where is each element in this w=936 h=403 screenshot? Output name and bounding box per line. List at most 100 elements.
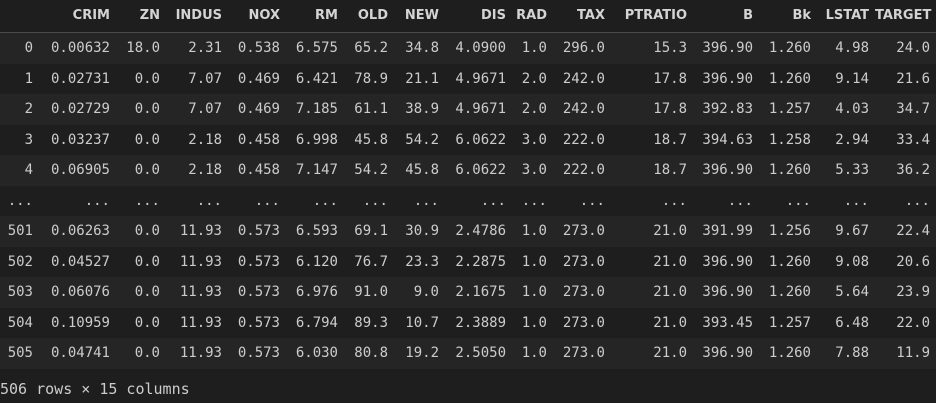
table-cell: 0.573: [237, 253, 280, 270]
table-cell: 11.93: [179, 223, 222, 239]
table-cell: 10.7: [405, 314, 439, 331]
table-cell: 0.0: [134, 162, 160, 178]
table-cell: ...: [134, 192, 160, 209]
table-cell: 0.0: [134, 284, 160, 300]
table-cell: 1.258: [768, 131, 811, 148]
table-cell: 0.458: [237, 162, 280, 178]
table-cell: 0.02729: [50, 101, 110, 117]
table-cell: 21.0: [653, 345, 687, 361]
column-header: CRIM: [72, 8, 110, 23]
column-header: ZN: [139, 8, 160, 23]
table-cell: 2.18: [188, 131, 222, 148]
table-row: 505 0.04741 0.0 11.93 0.573 6.030 80.8 19.2 2.50…: [0, 338, 936, 369]
table-cell: 1.0: [521, 253, 547, 270]
table-cell: ...: [727, 192, 753, 209]
table-cell: 4.03: [835, 101, 869, 117]
table-row: 1 0.02731 0.0 7.07 0.469 6.421 78.9 21.1 4.9671 2…: [0, 63, 936, 94]
row-index: 3: [24, 131, 33, 148]
table-cell: 6.120: [295, 253, 338, 270]
row-index: 2: [24, 101, 33, 117]
table-cell: 22.0: [896, 314, 930, 331]
table-cell: 396.90: [702, 253, 753, 270]
table-cell: 0.06905: [50, 162, 110, 178]
table-cell: 0.573: [237, 345, 280, 361]
table-cell: 61.1: [354, 101, 388, 117]
table-cell: 0.06263: [50, 223, 110, 239]
row-index: 504: [7, 314, 33, 331]
table-cell: 396.90: [702, 284, 753, 300]
table-cell: 1.0: [521, 345, 547, 361]
table-cell: ...: [785, 192, 811, 209]
table-cell: ...: [904, 192, 930, 209]
table-cell: 273.0: [562, 284, 605, 300]
table-cell: 273.0: [562, 223, 605, 239]
table-cell: 1.260: [768, 253, 811, 270]
table-cell: 34.8: [405, 40, 439, 56]
table-cell: 45.8: [405, 162, 439, 178]
table-cell: 30.9: [405, 223, 439, 239]
table-cell: 6.0622: [455, 162, 506, 178]
table-cell: 91.0: [354, 284, 388, 300]
table-cell: 21.6: [896, 70, 930, 87]
table-cell: 242.0: [562, 70, 605, 87]
table-cell: 0.538: [237, 40, 280, 56]
table-cell: 36.2: [896, 162, 930, 178]
table-cell: 0.573: [237, 314, 280, 331]
table-cell: ...: [413, 192, 439, 209]
table-cell: 1.0: [521, 284, 547, 300]
table-row: 4 0.06905 0.0 2.18 0.458 7.147 54.2 45.8 6.0622 3…: [0, 155, 936, 186]
table-cell: 19.2: [405, 345, 439, 361]
column-header: LSTAT: [825, 8, 869, 23]
table-cell: 9.14: [835, 70, 869, 87]
table-cell: 273.0: [562, 345, 605, 361]
table-cell: 54.2: [354, 162, 388, 178]
table-cell: 6.030: [295, 345, 338, 361]
column-header: RAD: [516, 8, 547, 23]
table-cell: 2.31: [188, 40, 222, 56]
table-cell: 1.260: [768, 284, 811, 300]
table-row: 503 0.06076 0.0 11.93 0.573 6.976 91.0 9.0 2.167…: [0, 277, 936, 308]
table-cell: 1.260: [768, 70, 811, 87]
table-cell: 9.0: [413, 284, 439, 300]
table-cell: 38.9: [405, 101, 439, 117]
table-body: 0 0.00632 18.0 2.31 0.538 6.575 65.2 34.8 4.0900…: [0, 32, 936, 369]
table-cell: 6.593: [295, 223, 338, 239]
table-cell: 34.7: [896, 101, 930, 117]
table-cell: 6.421: [295, 70, 338, 87]
table-cell: 5.33: [835, 162, 869, 178]
table-row: ........................................…: [0, 185, 936, 216]
table-cell: 2.3889: [455, 314, 506, 331]
table-cell: 1.257: [768, 314, 811, 331]
table-cell: 23.9: [896, 284, 930, 300]
table-header: CRIM ZN INDUS NOX RM OLD NEW DIS RAD TAX PTRATIO B B…: [0, 0, 936, 33]
table-cell: 242.0: [562, 101, 605, 117]
table-cell: 0.04527: [50, 253, 110, 270]
table-cell: ...: [661, 192, 687, 209]
table-cell: ...: [579, 192, 605, 209]
table-cell: 76.7: [354, 253, 388, 270]
table-cell: 396.90: [702, 40, 753, 56]
column-header: NOX: [248, 8, 281, 23]
table-cell: 11.93: [179, 314, 222, 331]
table-cell: 78.9: [354, 70, 388, 87]
table-cell: 45.8: [354, 131, 388, 148]
column-header: RM: [315, 8, 338, 23]
table-cell: 0.573: [237, 223, 280, 239]
table-cell: 1.0: [521, 314, 547, 331]
table-cell: 1.257: [768, 101, 811, 117]
table-cell: 6.48: [835, 314, 869, 331]
table-cell: 2.94: [835, 131, 869, 148]
table-cell: ...: [362, 192, 388, 209]
table-row: 502 0.04527 0.0 11.93 0.573 6.120 76.7 23.3 2.28…: [0, 246, 936, 277]
table-cell: 394.63: [702, 131, 753, 148]
header-row: CRIM ZN INDUS NOX RM OLD NEW DIS RAD TAX PTRATIO B B…: [0, 0, 936, 33]
table-cell: 0.03237: [50, 131, 110, 148]
table-cell: 0.10959: [50, 314, 110, 331]
table-cell: 393.45: [702, 314, 753, 331]
table-cell: 18.7: [653, 162, 687, 178]
table-cell: 18.0: [126, 40, 160, 56]
table-cell: 6.0622: [455, 131, 506, 148]
table-cell: 0.02731: [50, 70, 110, 87]
table-cell: 21.0: [653, 223, 687, 239]
row-index: 4: [24, 162, 33, 178]
